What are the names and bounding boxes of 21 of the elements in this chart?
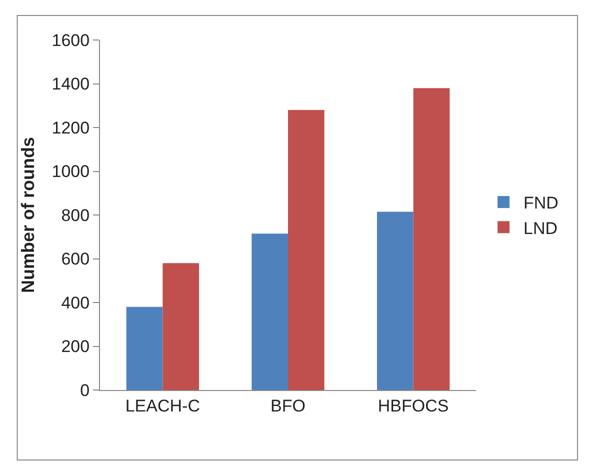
legend-label: FND bbox=[524, 194, 558, 213]
y-tick-label: 1400 bbox=[52, 74, 90, 94]
y-tick-label: 1600 bbox=[52, 30, 90, 50]
y-tick-label: 0 bbox=[80, 380, 90, 400]
bar bbox=[376, 212, 414, 390]
bar bbox=[162, 263, 200, 390]
y-tick-label: 1000 bbox=[52, 162, 90, 182]
x-tick-label: LEACH-C bbox=[125, 396, 200, 416]
y-axis-title: Number of rounds bbox=[18, 137, 38, 293]
x-tick-label: HBFOCS bbox=[378, 396, 449, 416]
bar bbox=[126, 306, 163, 390]
y-tick-label: 1200 bbox=[52, 118, 90, 138]
bar bbox=[252, 234, 288, 390]
legend-label: LND bbox=[524, 218, 558, 238]
bar bbox=[413, 88, 450, 390]
y-tick-label: 200 bbox=[61, 337, 90, 356]
bar bbox=[288, 110, 324, 390]
x-tick-label: BFO bbox=[270, 396, 306, 416]
y-tick-label: 400 bbox=[61, 293, 90, 312]
y-tick-label: 600 bbox=[61, 250, 90, 269]
y-tick-label: 800 bbox=[61, 206, 90, 225]
